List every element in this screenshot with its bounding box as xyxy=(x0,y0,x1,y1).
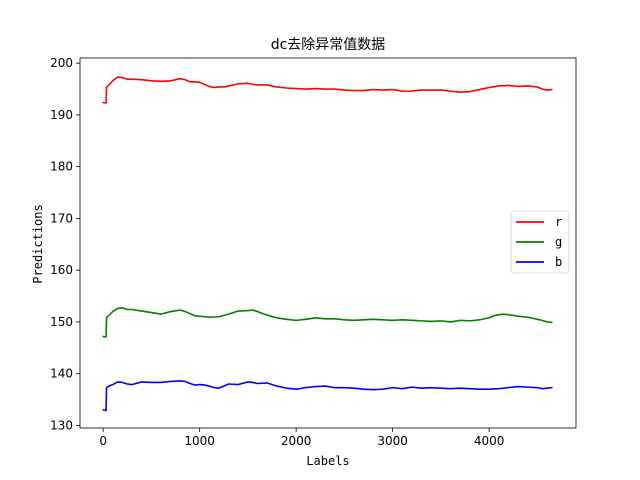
legend-label-b: b xyxy=(555,255,562,269)
x-tick-label: 0 xyxy=(99,434,107,448)
y-axis-label: Predictions xyxy=(31,204,45,283)
series-line-g xyxy=(102,307,553,338)
y-tick-label: 170 xyxy=(50,211,73,225)
series-line-b xyxy=(102,380,553,412)
y-tick-label: 150 xyxy=(50,315,73,329)
legend-label-r: r xyxy=(555,215,562,229)
series-line-r xyxy=(102,76,553,104)
y-tick-label: 200 xyxy=(50,56,73,70)
x-tick-label: 2000 xyxy=(281,434,312,448)
chart-title: dc去除异常值数据 xyxy=(271,37,386,53)
y-tick-label: 140 xyxy=(50,367,73,381)
y-tick-label: 160 xyxy=(50,263,73,277)
y-tick-label: 130 xyxy=(50,418,73,432)
x-tick-label: 3000 xyxy=(377,434,408,448)
legend-label-g: g xyxy=(555,235,562,249)
x-tick-label: 4000 xyxy=(474,434,505,448)
y-tick-label: 180 xyxy=(50,160,73,174)
x-tick-label: 1000 xyxy=(184,434,215,448)
y-tick-label: 190 xyxy=(50,108,73,122)
axes-frame xyxy=(79,57,577,429)
plot-area: 0 1000 2000 3000 4000 130 140 150 160 170 180 190 20… xyxy=(50,56,577,448)
x-axis-label: Labels xyxy=(306,454,349,468)
legend: rgb xyxy=(510,210,570,274)
